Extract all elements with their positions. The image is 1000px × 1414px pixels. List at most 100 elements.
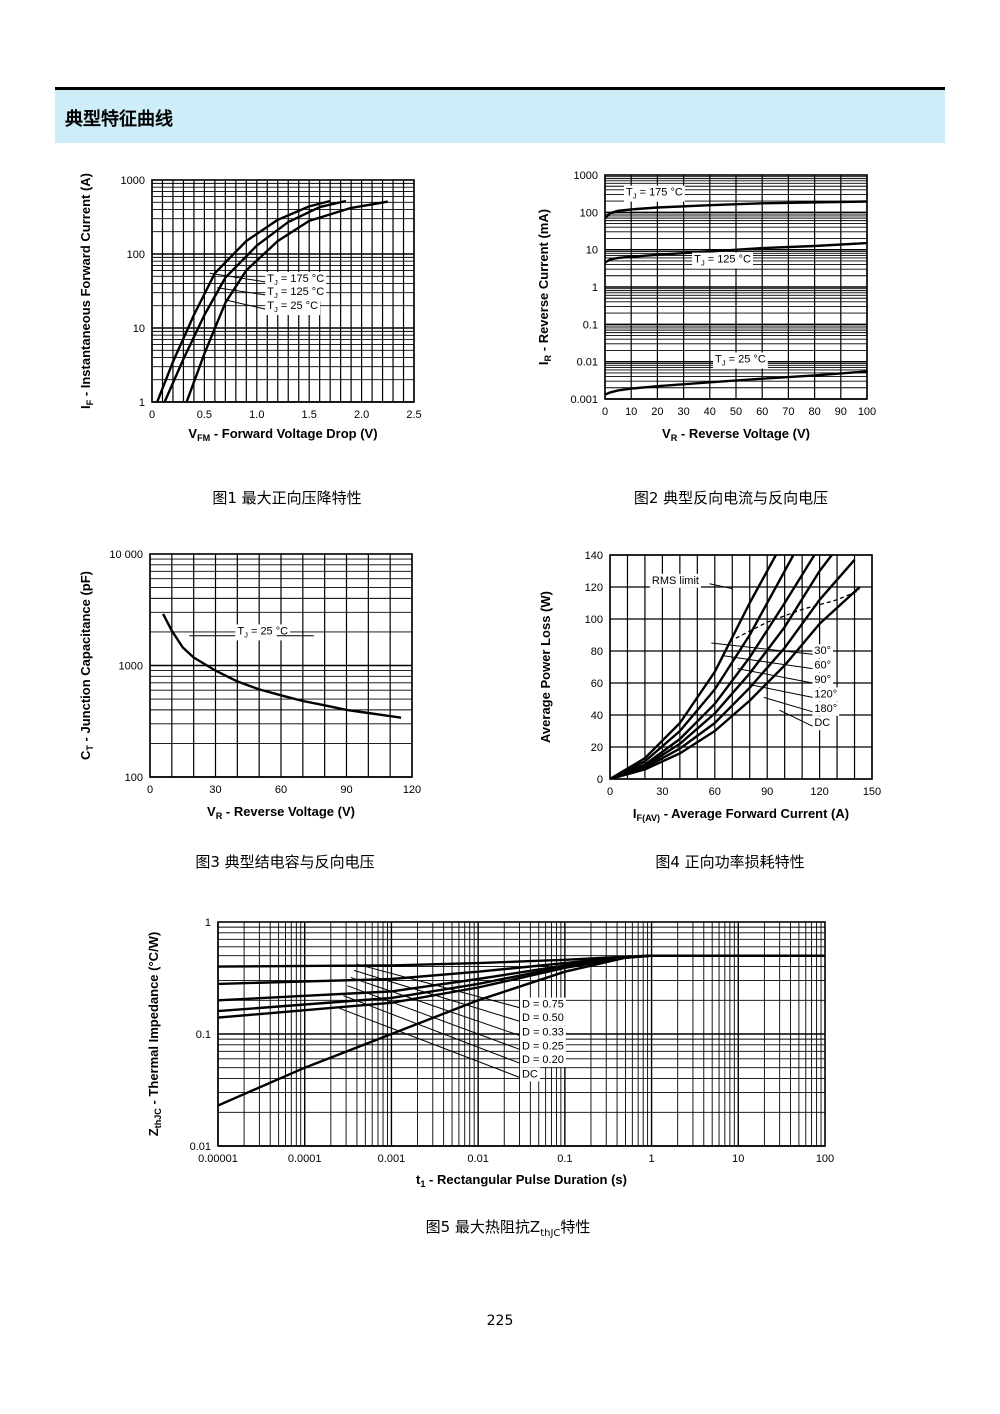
- x-tick-label: 0.0001: [288, 1153, 322, 1165]
- annotation-3: 60°: [812, 658, 834, 673]
- y-tick-label: 0.001: [570, 394, 598, 406]
- x-tick-label: 0: [607, 786, 613, 798]
- annotation-1: TJ = 25 °C: [235, 624, 291, 641]
- grid: [604, 175, 868, 400]
- y-tick-label: 100: [580, 207, 598, 219]
- annotation-4: D = 0.25: [519, 1039, 566, 1054]
- x-tick-label: 70: [782, 406, 794, 418]
- y-axis-title: Average Power Loss (W): [538, 591, 553, 743]
- y-tick-label: 120: [585, 582, 603, 594]
- series-line-1: [156, 199, 331, 402]
- section-title: 典型特征曲线: [65, 109, 173, 130]
- annotation-label: 60°: [814, 660, 831, 672]
- series-line-3: [610, 555, 816, 779]
- annotation-label: DC: [814, 717, 830, 729]
- annotation-5: D = 0.20: [519, 1053, 566, 1068]
- y-tick-label: 100: [585, 614, 603, 626]
- x-axis-title: VR - Reverse Voltage (V): [662, 426, 810, 443]
- series-line-6: [218, 954, 825, 1107]
- caption-fig3: 图3 典型结电容与反向电压: [195, 853, 375, 871]
- series-line-5: [610, 559, 856, 779]
- y-axis-title: CT - Junction Capacitance (pF): [78, 571, 95, 760]
- x-tick-label: 1: [649, 1153, 655, 1165]
- x-axis-title: VR - Reverse Voltage (V): [207, 804, 355, 821]
- annotation-bg: [519, 1053, 566, 1068]
- x-tick-label: 0: [149, 409, 155, 421]
- x-tick-label: 120: [403, 784, 421, 796]
- x-tick-label: 0.001: [378, 1153, 406, 1165]
- caption-fig5-rest: 特性: [560, 1218, 591, 1236]
- annotation-label: 120°: [814, 688, 837, 700]
- y-tick-label: 0.01: [577, 357, 598, 369]
- x-tick-label: 60: [756, 406, 768, 418]
- y-tick-label: 0.1: [196, 1029, 211, 1041]
- annotation-bg: [812, 658, 834, 673]
- leader-line: [216, 287, 266, 296]
- x-tick-label: 80: [808, 406, 820, 418]
- series-line-6: [610, 586, 861, 779]
- leader-line: [749, 684, 813, 698]
- annotation-bg: [265, 284, 327, 301]
- y-tick-label: 10 000: [109, 549, 143, 561]
- y-tick-label: 1: [592, 282, 598, 294]
- y-tick-label: 100: [127, 249, 145, 261]
- y-tick-label: 0.1: [583, 319, 598, 331]
- x-tick-label: 20: [651, 406, 663, 418]
- annotation-label: RMS limit: [652, 575, 699, 587]
- annotation-3: D = 0.33: [519, 1025, 566, 1040]
- section-header-bar: 典型特征曲线: [55, 87, 945, 143]
- y-axis-title: ZthJC - Thermal Impedance (°C/W): [146, 932, 163, 1137]
- annotation-label: D = 0.75: [522, 999, 564, 1011]
- x-axis-title: IF(AV) - Average Forward Current (A): [633, 806, 849, 823]
- leader-line: [779, 709, 813, 727]
- y-axis-title: IF - Instantaneous Forward Current (A): [78, 173, 95, 409]
- x-tick-label: 0.00001: [198, 1153, 238, 1165]
- x-tick-label: 1.5: [302, 409, 317, 421]
- x-tick-label: 60: [275, 784, 287, 796]
- annotation-label: DC: [522, 1068, 538, 1080]
- x-tick-label: 150: [863, 786, 881, 798]
- x-tick-label: 2.0: [354, 409, 369, 421]
- caption-fig2: 图2 典型反向电流与反向电压: [633, 489, 829, 507]
- annotation-6: DC: [519, 1067, 540, 1082]
- series-line-3: [605, 370, 867, 396]
- x-tick-label: 0: [602, 406, 608, 418]
- y-tick-label: 10: [133, 323, 145, 335]
- y-tick-label: 80: [591, 646, 603, 658]
- annotation-label: TJ = 125 °C: [694, 254, 751, 268]
- annotation-3: TJ = 25 °C: [713, 352, 768, 369]
- leader-line: [225, 299, 266, 310]
- x-tick-label: 30: [656, 786, 668, 798]
- leader-line: [737, 668, 813, 684]
- x-tick-label: 100: [858, 406, 876, 418]
- annotation-bg: [812, 687, 840, 702]
- x-tick-label: 60: [709, 786, 721, 798]
- series-line-2: [163, 199, 347, 402]
- leader-line: [723, 655, 813, 670]
- x-axis-title: t1 - Rectangular Pulse Duration (s): [416, 1172, 627, 1189]
- x-axis-title: VFM - Forward Voltage Drop (V): [188, 426, 377, 443]
- series-line-4: [610, 555, 833, 779]
- annotation-bg: [812, 701, 840, 716]
- annotation-7: DC: [812, 716, 833, 731]
- y-tick-label: 1000: [121, 175, 145, 187]
- annotation-label: TJ = 25 °C: [267, 300, 318, 314]
- annotation-label: 180°: [814, 703, 837, 715]
- plot-frame: [609, 554, 873, 780]
- y-tick-label: 60: [591, 678, 603, 690]
- grid: [149, 554, 413, 778]
- leader-line: [343, 995, 520, 1064]
- plot-frame: [217, 921, 826, 1147]
- y-tick-label: 140: [585, 550, 603, 562]
- caption-fig1: 图1 最大正向压降特性: [212, 489, 362, 507]
- annotation-label: D = 0.20: [522, 1054, 564, 1066]
- y-tick-label: 10: [586, 245, 598, 257]
- x-tick-label: 30: [209, 784, 221, 796]
- y-tick-label: 1: [139, 397, 145, 409]
- annotation-label: D = 0.50: [522, 1012, 564, 1024]
- plot-frame: [604, 174, 868, 400]
- series-line-2: [610, 555, 795, 779]
- x-tick-label: 30: [677, 406, 689, 418]
- leader-line: [709, 583, 733, 590]
- annotation-label: TJ = 25 °C: [715, 353, 766, 367]
